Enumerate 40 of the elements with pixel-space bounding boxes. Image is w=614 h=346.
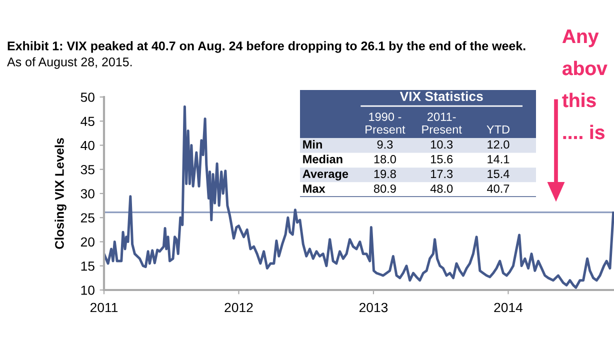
y-tick-label: 10 (81, 286, 94, 295)
annotation: Max (303, 184, 326, 193)
x-tick-label: 2012 (224, 302, 253, 312)
y-tick-label: 20 (80, 237, 94, 247)
y-tick-label: 40 (80, 140, 94, 150)
annotation: 1990 - Present (366, 112, 406, 134)
annotation: 48.0 (430, 184, 453, 193)
annotation: this (562, 92, 596, 108)
annotation: 80.9 (374, 184, 396, 193)
annotation: Median (303, 154, 342, 164)
annotation: 15.4 (488, 170, 510, 178)
annotation: 17.3 (431, 170, 453, 178)
annotation: Average (302, 170, 348, 180)
x-tick-label: 2014 (494, 302, 523, 312)
text: Any (562, 30, 599, 48)
annotation: 2011- Present (422, 112, 462, 134)
annotation: 40.7 (487, 184, 510, 193)
y-tick-label: 15 (81, 262, 94, 271)
y-axis-title: Closing VIX Levels (54, 138, 66, 249)
annotation: 9.3 (377, 140, 393, 149)
annotation: 15.6 (431, 155, 453, 164)
annotation: 10.3 (431, 140, 453, 149)
annotation: YTD (486, 125, 510, 134)
annotation: Min (303, 140, 322, 149)
chart-title: Exhibit 1: VIX peaked at 40.7 on Aug. 24 before dropping to 26.1 by the end of the week. (8, 41, 526, 53)
annotation: .... is (563, 124, 604, 140)
chart-subtitle: As of August 28, 2015. (7, 57, 132, 69)
annotation: 12.0 (488, 140, 510, 149)
y-tick-label: 45 (80, 116, 94, 126)
y-tick-label: 30 (80, 189, 94, 198)
x-tick-label: 2013 (359, 302, 388, 312)
annotation: 19.8 (374, 170, 396, 178)
text: abov (562, 60, 608, 76)
y-tick-label: 25 (80, 213, 94, 223)
y-tick-label: 35 (80, 164, 94, 174)
annotation: 14.1 (488, 155, 510, 164)
text: VIX Statistics (400, 91, 483, 102)
annotation: 18.0 (374, 155, 396, 164)
x-tick-label: 2011 (90, 302, 118, 312)
y-tick-label: 50 (80, 92, 94, 102)
